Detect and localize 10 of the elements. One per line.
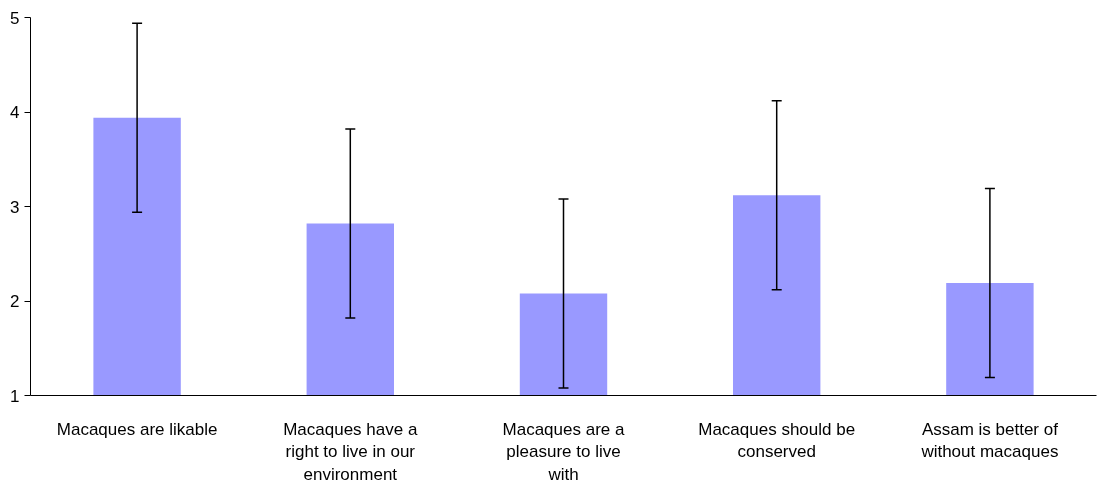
- y-tick-label: 4: [10, 103, 20, 122]
- x-tick-label: Macaques are a pleasure to live with: [502, 419, 625, 485]
- y-tick-label: 1: [10, 386, 20, 406]
- x-tick-label: Macaques should be conserved: [698, 419, 856, 462]
- x-tick-label: Assam is better of without macaques: [920, 419, 1059, 462]
- y-tick-label: 5: [10, 8, 20, 28]
- y-tick-label: 3: [10, 197, 20, 217]
- x-tick-label: Macaques have a right to live in our environment: [283, 419, 418, 485]
- y-tick-label: 2: [10, 292, 20, 311]
- x-tick-label: Macaques are likable: [56, 419, 218, 439]
